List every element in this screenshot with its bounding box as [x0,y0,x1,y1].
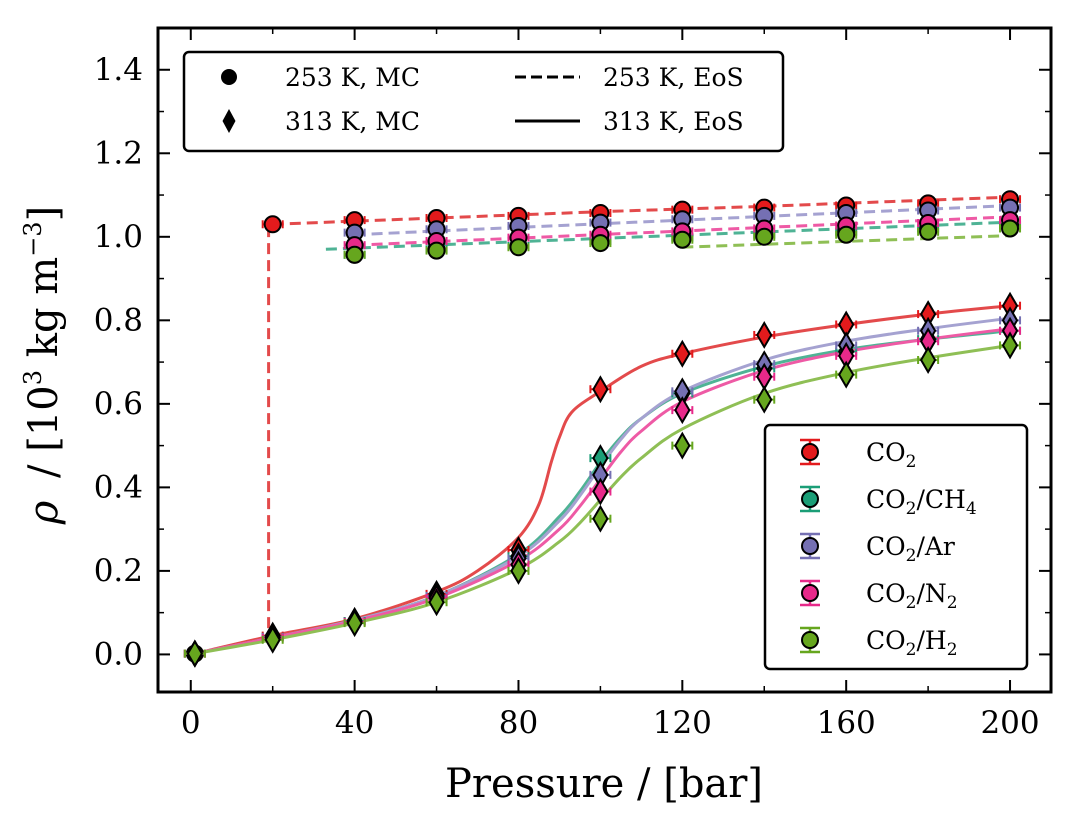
mc-313-point-3-5 [592,477,609,506]
legend-series-label-3: CO2/N2 [866,579,958,613]
mc-313-point-4-3 [428,588,445,617]
legend-series-entry-2: CO2/Ar [800,532,955,566]
legend-label-sub: 2 [947,593,958,613]
mc-313-point-0-6 [674,339,691,368]
mc-253-point-4-4 [673,230,692,249]
eos-313-line-0 [194,304,1011,656]
legend-style: 253 K, MC 313 K, MC 253 K, EoS 313 K, Eo… [182,50,785,153]
legend-label-text: /Ar [916,532,954,561]
legend-series-label-2: CO2/Ar [866,532,955,566]
eos-253-line-1 [325,220,1011,251]
legend-label-base: CO [866,532,906,561]
mc-313-point-4-0 [186,639,204,668]
y-axis-label: ρ / [103 kg m−3] [19,206,67,525]
mc-253-point-4-7 [919,222,938,241]
mc-313-point-4-4 [510,556,527,585]
mc-313-point-4-2 [346,609,363,638]
y-tick-label-6: 1.2 [94,135,143,171]
mc-313-point-4-9 [919,346,937,374]
legend-label-base: CO [866,438,906,467]
mc-253-point-4-0 [345,245,364,264]
mc-markers [183,190,1022,668]
mc-313-point-0-5 [592,375,609,404]
mc-313-point-4-5 [592,504,609,533]
mc-313-point-4-1 [264,625,281,654]
legend-label-base: CO [866,485,906,514]
mc-313-point-4-7 [756,385,773,414]
legend-label-sub: 2 [906,452,917,472]
legend-label-sub: 2 [947,640,958,660]
legend-label-base: CO [866,626,906,655]
legend-label-313-eos: 313 K, EoS [603,107,744,136]
plot-area [183,190,1022,668]
legend-label-313-mc: 313 K, MC [285,107,420,136]
y-tick-label-7: 1.4 [94,52,143,88]
y-tick-label-3: 0.6 [94,386,143,422]
y-tick-label-2: 0.4 [94,469,143,505]
legend-marker-3 [801,584,819,602]
axis-ticks: 0 40 80 120 160 200 0.0 0.2 0.4 0.6 0.8 1.0 1.2 1.4 [94,27,1051,741]
legend-label-sub: 4 [966,499,977,519]
mc-253-point-4-3 [591,234,610,253]
legend-diamond-marker [222,109,236,133]
x-tick-label-1: 40 [335,705,374,741]
legend-label-sub: 2 [906,640,917,660]
legend-label-253-eos: 253 K, EoS [603,63,744,92]
legend-label-text: /N [916,579,946,608]
legend-marker-0 [801,443,819,461]
legend-series-entry-1: CO2/CH4 [800,485,977,519]
legend-label-base: CO [866,579,906,608]
y-tick-label-0: 0.0 [94,636,143,672]
mc-313-point-4-6 [674,431,691,460]
mc-313-point-4-10 [1001,331,1019,360]
x-tick-label-2: 80 [499,705,538,741]
x-tick-label-4: 160 [817,705,876,741]
mc-253-point-4-8 [1001,219,1020,238]
mc-253-point-0-1 [263,215,282,234]
legend-series-entry-4: CO2/H2 [800,626,958,660]
mc-253-point-4-5 [755,227,774,246]
mc-313-point-3-6 [674,396,691,425]
legend-series-entry-3: CO2/N2 [800,579,958,613]
legend-series-frame [763,423,1029,671]
mc-313-point-4-8 [838,360,855,389]
y-tick-label-1: 0.2 [94,553,143,589]
legend-label-sub: 2 [906,546,917,566]
legend-marker-4 [801,631,819,649]
legend-style-frame [182,50,785,153]
legend-label-text: /CH [916,485,965,514]
legend-label-sub: 2 [906,499,917,519]
y-tick-label-4: 0.8 [94,302,143,338]
legend-marker-2 [801,537,819,555]
legend-series-label-0: CO2 [866,438,916,472]
legend-label-text: /H [916,626,946,655]
legend-marker-1 [801,490,819,508]
legend-series-label-1: CO2/CH4 [866,485,977,519]
legend-series-entry-0: CO2 [800,438,916,472]
plot-frame [156,26,1053,694]
mc-313-point-0-7 [756,320,773,349]
x-tick-label-5: 200 [980,705,1039,741]
x-tick-label-3: 120 [653,705,712,741]
x-axis-label: Pressure / [bar] [445,761,763,807]
mc-253-point-4-6 [837,225,856,244]
legend-label-253-mc: 253 K, MC [285,63,420,92]
svg-text:ρ / [103 kg m−3]: ρ / [103 kg m−3] [19,206,67,525]
x-tick-label-0: 0 [181,705,201,741]
legend-series-label-4: CO2/H2 [866,626,958,660]
legend-circle-marker [221,69,237,85]
mc-253-point-4-2 [509,238,528,257]
mc-253-point-4-1 [427,241,446,260]
legend-label-sub: 2 [906,593,917,613]
y-tick-label-5: 1.0 [94,219,143,255]
